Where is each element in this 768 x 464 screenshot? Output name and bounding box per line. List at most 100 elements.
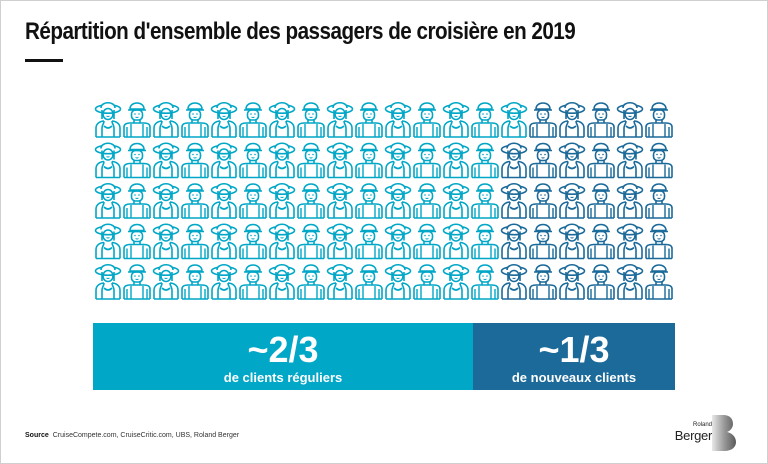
man-passenger-icon-regular: [413, 183, 441, 219]
man-passenger-icon-regular: [471, 142, 499, 179]
man-passenger-icon-new: [529, 264, 557, 300]
woman-passenger-icon-regular: [442, 223, 470, 260]
man-passenger-icon-new: [587, 264, 615, 300]
woman-passenger-icon-regular: [210, 101, 238, 138]
man-passenger-icon-regular: [471, 264, 499, 300]
man-passenger-icon-new: [587, 183, 615, 219]
woman-passenger-icon-regular: [152, 101, 180, 138]
woman-passenger-icon-regular: [268, 142, 296, 179]
woman-passenger-icon-regular: [326, 263, 354, 300]
woman-passenger-icon-new: [558, 223, 586, 260]
man-passenger-icon-regular: [297, 102, 325, 138]
woman-passenger-icon-regular: [94, 101, 122, 138]
regular-clients-caption: de clients réguliers: [223, 370, 343, 385]
new-clients-share: ~1/3: [538, 329, 610, 370]
man-passenger-icon-regular: [355, 183, 383, 219]
woman-passenger-icon-regular: [384, 263, 412, 300]
woman-passenger-icon-new: [500, 182, 528, 219]
title-underline: [25, 59, 63, 62]
woman-passenger-icon-regular: [152, 142, 180, 179]
woman-passenger-icon-new: [558, 263, 586, 300]
man-passenger-icon-regular: [355, 102, 383, 138]
man-passenger-icon-regular: [239, 223, 267, 260]
man-passenger-icon-new: [587, 142, 615, 179]
woman-passenger-icon-regular: [326, 182, 354, 219]
woman-passenger-icon-regular: [442, 142, 470, 179]
woman-passenger-icon-new: [616, 223, 644, 260]
woman-passenger-icon-regular: [152, 223, 180, 260]
woman-passenger-icon-regular: [326, 101, 354, 138]
man-passenger-icon-regular: [181, 183, 209, 219]
woman-passenger-icon-new: [500, 142, 528, 179]
new-clients-bar: ~1/3 de nouveaux clients: [473, 323, 675, 390]
roland-berger-b-logo-icon: [712, 415, 736, 451]
man-passenger-icon-regular: [123, 264, 151, 300]
man-passenger-icon-regular: [123, 102, 151, 138]
man-passenger-icon-new: [587, 102, 615, 138]
woman-passenger-icon-regular: [94, 182, 122, 219]
woman-passenger-icon-regular: [210, 182, 238, 219]
source-note: Source CruiseCompete.com, CruiseCritic.co…: [25, 432, 239, 439]
woman-passenger-icon-regular: [94, 223, 122, 260]
woman-passenger-icon-regular: [268, 223, 296, 260]
woman-passenger-icon-regular: [500, 101, 528, 138]
man-passenger-icon-regular: [123, 183, 151, 219]
man-passenger-icon-regular: [123, 142, 151, 179]
man-passenger-icon-regular: [181, 264, 209, 300]
woman-passenger-icon-regular: [442, 182, 470, 219]
woman-passenger-icon-regular: [326, 142, 354, 179]
man-passenger-icon-regular: [297, 183, 325, 219]
man-passenger-icon-regular: [355, 264, 383, 300]
source-label: Source: [25, 432, 49, 439]
woman-passenger-icon-new: [616, 101, 644, 138]
logo-text-berger: Berger: [674, 428, 713, 443]
woman-passenger-icon-regular: [94, 142, 122, 179]
woman-passenger-icon-new: [616, 263, 644, 300]
regular-clients-bar: ~2/3 de clients réguliers: [93, 323, 473, 390]
man-passenger-icon-new: [529, 183, 557, 219]
man-passenger-icon-new: [645, 264, 673, 300]
man-passenger-icon-new: [529, 142, 557, 179]
man-passenger-icon-new: [645, 183, 673, 219]
man-passenger-icon-regular: [471, 102, 499, 138]
woman-passenger-icon-regular: [210, 223, 238, 260]
page-title: Répartition d'ensemble des passagers de …: [25, 18, 576, 45]
woman-passenger-icon-regular: [210, 142, 238, 179]
woman-passenger-icon-regular: [152, 263, 180, 300]
woman-passenger-icon-new: [558, 142, 586, 179]
man-passenger-icon-regular: [413, 223, 441, 260]
man-passenger-icon-new: [645, 142, 673, 179]
man-passenger-icon-new: [529, 102, 557, 138]
man-passenger-icon-regular: [413, 142, 441, 179]
woman-passenger-icon-regular: [94, 263, 122, 300]
woman-passenger-icon-new: [500, 263, 528, 300]
man-passenger-icon-regular: [181, 142, 209, 179]
man-passenger-icon-regular: [471, 223, 499, 260]
man-passenger-icon-regular: [239, 183, 267, 219]
man-passenger-icon-regular: [297, 264, 325, 300]
woman-passenger-icon-regular: [268, 263, 296, 300]
woman-passenger-icon-regular: [152, 182, 180, 219]
man-passenger-icon-regular: [181, 102, 209, 138]
man-passenger-icon-new: [645, 223, 673, 260]
woman-passenger-icon-regular: [268, 101, 296, 138]
regular-clients-share: ~2/3: [247, 329, 319, 370]
man-passenger-icon-regular: [181, 223, 209, 260]
woman-passenger-icon-new: [616, 142, 644, 179]
man-passenger-icon-regular: [123, 223, 151, 260]
woman-passenger-icon-new: [616, 182, 644, 219]
man-passenger-icon-regular: [239, 264, 267, 300]
woman-passenger-icon-new: [500, 223, 528, 260]
woman-passenger-icon-regular: [384, 142, 412, 179]
man-passenger-icon-new: [645, 102, 673, 138]
new-clients-caption: de nouveaux clients: [511, 370, 637, 385]
man-passenger-icon-regular: [413, 102, 441, 138]
woman-passenger-icon-regular: [442, 101, 470, 138]
logo-text-roland: Roland: [692, 422, 712, 428]
roland-berger-logo: Roland Berger: [670, 413, 748, 453]
woman-passenger-icon-regular: [442, 263, 470, 300]
woman-passenger-icon-regular: [384, 182, 412, 219]
source-text: CruiseCompete.com, CruiseCritic.com, UBS…: [52, 432, 240, 439]
man-passenger-icon-new: [587, 223, 615, 260]
